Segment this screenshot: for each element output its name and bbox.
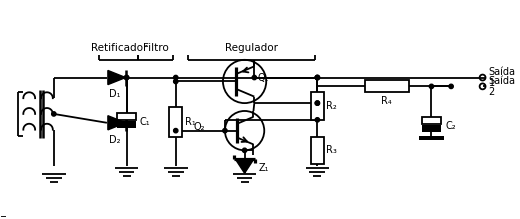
Text: Z₁: Z₁ xyxy=(258,163,269,173)
Bar xyxy=(365,81,409,92)
Polygon shape xyxy=(108,116,126,130)
Bar xyxy=(117,113,136,120)
Circle shape xyxy=(315,75,319,80)
Circle shape xyxy=(242,148,247,152)
Bar xyxy=(422,117,441,124)
Bar xyxy=(419,136,444,140)
Circle shape xyxy=(174,129,178,133)
Circle shape xyxy=(315,101,319,105)
Bar xyxy=(170,107,182,136)
Polygon shape xyxy=(236,159,254,173)
Circle shape xyxy=(315,101,319,105)
Text: Q₂: Q₂ xyxy=(194,122,205,132)
Circle shape xyxy=(315,75,319,80)
Polygon shape xyxy=(108,71,126,85)
Text: R₄: R₄ xyxy=(381,96,392,106)
Circle shape xyxy=(174,79,178,84)
Bar xyxy=(117,121,136,128)
Circle shape xyxy=(124,75,129,80)
Circle shape xyxy=(315,75,319,80)
Text: R₂: R₂ xyxy=(326,101,337,111)
Circle shape xyxy=(449,84,453,88)
Text: D₁: D₁ xyxy=(109,89,121,99)
Text: D₂: D₂ xyxy=(109,135,121,145)
Text: Regulador: Regulador xyxy=(225,43,278,53)
Circle shape xyxy=(252,75,256,80)
Circle shape xyxy=(174,75,178,80)
Circle shape xyxy=(315,118,319,122)
Bar xyxy=(311,92,324,120)
Text: Saída
2: Saída 2 xyxy=(488,76,515,97)
Text: C₁: C₁ xyxy=(139,117,150,127)
Circle shape xyxy=(124,75,129,80)
Text: C₂: C₂ xyxy=(445,121,456,131)
Text: R₁: R₁ xyxy=(185,117,196,127)
Circle shape xyxy=(223,129,227,133)
Text: Retificador: Retificador xyxy=(90,43,147,53)
Bar xyxy=(311,136,324,164)
Circle shape xyxy=(51,112,56,116)
Text: R₃: R₃ xyxy=(326,145,337,155)
Text: Filtro: Filtro xyxy=(142,43,168,53)
Text: Q₁: Q₁ xyxy=(257,72,269,83)
Circle shape xyxy=(430,84,434,88)
Bar xyxy=(422,125,441,132)
Text: Saída
1: Saída 1 xyxy=(488,67,515,88)
